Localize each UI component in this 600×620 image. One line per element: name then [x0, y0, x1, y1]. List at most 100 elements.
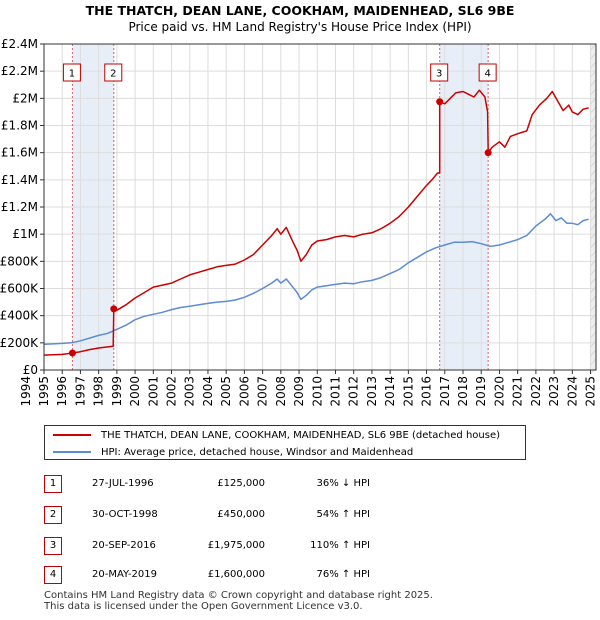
sale-number-box [430, 63, 449, 82]
x-tick-label: 2001 [146, 376, 160, 407]
x-tick-label: 2017 [438, 376, 452, 407]
future-hatch-line [590, 322, 597, 330]
future-hatch-line [590, 88, 597, 96]
x-tick-label: 1999 [110, 376, 124, 407]
y-tick-label: £600K [0, 282, 39, 296]
sale-point [68, 349, 76, 357]
x-tick-label: 1996 [55, 376, 69, 407]
transaction-price: £450,000 [217, 509, 265, 520]
sale-point [436, 98, 444, 106]
future-hatch-line [590, 304, 597, 312]
y-tick-label: £0 [23, 363, 38, 377]
future-hatch-line [590, 340, 597, 348]
y-tick-label: £2.2M [1, 64, 38, 78]
transaction-row: 4 20-MAY-2019 £1,600,000 76% ↑ HPI [44, 566, 544, 586]
transaction-price: £1,975,000 [207, 540, 265, 551]
future-hatch-line [590, 331, 597, 339]
x-tick-label: 2025 [584, 376, 598, 407]
transaction-number: 2 [44, 506, 62, 524]
future-hatch-line [590, 52, 597, 60]
y-tick-label: £1.6M [1, 146, 38, 160]
property-price-line [43, 89, 589, 356]
future-hatch-line [590, 367, 597, 375]
future-hatch-line [590, 277, 597, 285]
future-hatch-line [590, 133, 597, 141]
x-tick-label: 2006 [237, 376, 251, 407]
y-tick-label: £2.4M [1, 37, 38, 51]
future-hatch-line [590, 187, 597, 195]
future-hatch-line [590, 250, 597, 258]
legend-label-hpi: HPI: Average price, detached house, Wind… [101, 446, 414, 458]
x-tick-label: 2012 [347, 376, 361, 407]
future-hatch-line [590, 268, 597, 276]
x-tick-label: 2009 [292, 376, 306, 407]
x-tick-label: 2024 [565, 376, 579, 407]
sale-number-label: 3 [436, 69, 442, 80]
y-tick-label: £1M [12, 227, 38, 241]
x-tick-label: 2002 [165, 376, 179, 407]
y-tick-label: £1.8M [1, 119, 38, 133]
future-hatch-line [590, 196, 597, 204]
transaction-row: 3 20-SEP-2016 £1,975,000 110% ↑ HPI [44, 537, 544, 557]
transaction-price: £1,600,000 [207, 569, 265, 580]
x-tick-label: 2004 [201, 376, 215, 407]
plot-frame [43, 43, 597, 371]
legend-item-hpi: HPI: Average price, detached house, Wind… [45, 444, 413, 460]
x-tick-label: 1994 [19, 376, 33, 407]
transaction-hpi: 54% ↑ HPI [316, 509, 370, 520]
x-tick-label: 2014 [383, 376, 397, 407]
x-tick-label: 2000 [128, 376, 142, 407]
transaction-number: 3 [44, 537, 62, 555]
future-hatch-line [590, 160, 597, 168]
future-hatch-line [590, 115, 597, 123]
transaction-date: 27-JUL-1996 [92, 478, 154, 489]
future-hatch-line [590, 313, 597, 321]
y-tick-label: £1.4M [1, 173, 38, 187]
transaction-number: 1 [44, 475, 62, 493]
sale-number-box [62, 63, 81, 82]
x-tick-label: 1995 [37, 376, 51, 407]
legend-swatch-property [53, 434, 91, 436]
future-hatch-line [590, 295, 597, 303]
transaction-hpi: 76% ↑ HPI [316, 569, 370, 580]
future-hatch-line [590, 70, 597, 78]
x-tick-label: 2007 [256, 376, 270, 407]
sale-number-label: 1 [69, 69, 75, 80]
transaction-hpi: 36% ↓ HPI [316, 478, 370, 489]
x-tick-label: 1998 [92, 376, 106, 407]
transaction-date: 30-OCT-1998 [92, 509, 158, 520]
transaction-date: 20-SEP-2016 [92, 540, 156, 551]
sale-number-box [478, 63, 497, 82]
x-tick-label: 2021 [511, 376, 525, 407]
future-hatch-line [590, 169, 597, 177]
transaction-date: 20-MAY-2019 [92, 569, 158, 580]
y-tick-label: £200K [0, 336, 39, 350]
future-hatch-line [590, 241, 597, 249]
y-tick-label: £400K [0, 309, 39, 323]
sale-number-box [104, 63, 123, 82]
future-hatch-line [590, 79, 597, 87]
future-hatch-line [590, 214, 597, 222]
chart-title: THE THATCH, DEAN LANE, COOKHAM, MAIDENHE… [85, 3, 515, 18]
footer-notice: Contains HM Land Registry data © Crown c… [44, 590, 433, 612]
x-tick-label: 2019 [474, 376, 488, 407]
sale-number-label: 2 [110, 69, 116, 80]
x-tick-label: 2008 [274, 376, 288, 407]
x-tick-label: 2018 [456, 376, 470, 407]
x-tick-label: 2016 [420, 376, 434, 407]
future-hatch-line [590, 142, 597, 150]
y-tick-label: £1.2M [1, 200, 38, 214]
future-hatch-line [590, 61, 597, 69]
future-hatch-line [590, 43, 597, 51]
future-hatch-line [590, 97, 597, 105]
price-chart: 1 2 3 4 £0 £200K £400K £600K £800K £1M £1.2M £1.4M… [0, 37, 598, 407]
x-tick-label: 1997 [73, 376, 87, 407]
legend-item-property: THE THATCH, DEAN LANE, COOKHAM, MAIDENHE… [45, 427, 500, 443]
sale-point [484, 149, 492, 157]
transaction-price: £125,000 [217, 478, 265, 489]
chart-legend: THE THATCH, DEAN LANE, COOKHAM, MAIDENHE… [44, 425, 526, 460]
transaction-row: 1 27-JUL-1996 £125,000 36% ↓ HPI [44, 475, 544, 495]
legend-label-property: THE THATCH, DEAN LANE, COOKHAM, MAIDENHE… [101, 429, 500, 441]
x-tick-label: 2022 [529, 376, 543, 407]
future-hatch-line [590, 349, 597, 357]
